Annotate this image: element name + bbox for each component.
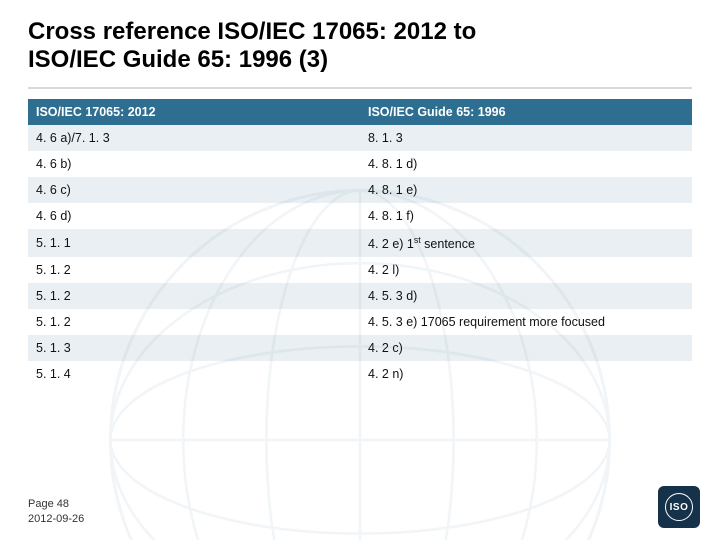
title-line-2: ISO/IEC Guide 65: 1996 (3) — [28, 46, 328, 73]
cell: 8. 1. 3 — [360, 125, 692, 151]
table-row: 4. 6 c)4. 8. 1 e) — [28, 177, 692, 203]
title-line-1: Cross reference ISO/IEC 17065: 2012 to — [28, 18, 476, 45]
col-header-guide65: ISO/IEC Guide 65: 1996 — [360, 99, 692, 125]
cell: 5. 1. 1 — [28, 229, 360, 257]
cell: 4. 8. 1 d) — [360, 151, 692, 177]
cell: 4. 2 c) — [360, 335, 692, 361]
cross-reference-table: ISO/IEC 17065: 2012 ISO/IEC Guide 65: 19… — [28, 99, 692, 387]
cell: 5. 1. 3 — [28, 335, 360, 361]
cell: 5. 1. 2 — [28, 283, 360, 309]
slide-footer: Page 48 2012-09-26 — [28, 497, 84, 526]
cell: 4. 6 b) — [28, 151, 360, 177]
col-header-17065: ISO/IEC 17065: 2012 — [28, 99, 360, 125]
cell: 5. 1. 4 — [28, 361, 360, 387]
cell: 4. 8. 1 f) — [360, 203, 692, 229]
cell: 4. 8. 1 e) — [360, 177, 692, 203]
cell: 4. 6 d) — [28, 203, 360, 229]
slide-title: Cross reference ISO/IEC 17065: 2012 to I… — [28, 18, 692, 73]
table-row: 5. 1. 24. 2 l) — [28, 257, 692, 283]
cell: 4. 6 c) — [28, 177, 360, 203]
cell: 4. 6 a)/7. 1. 3 — [28, 125, 360, 151]
cell: 5. 1. 2 — [28, 309, 360, 335]
cell: 4. 2 e) 1st sentence — [360, 229, 692, 257]
table-row: 4. 6 b)4. 8. 1 d) — [28, 151, 692, 177]
table-row: 5. 1. 24. 5. 3 d) — [28, 283, 692, 309]
title-separator — [28, 87, 692, 89]
cell: 4. 2 n) — [360, 361, 692, 387]
cell: 4. 2 l) — [360, 257, 692, 283]
table-row: 4. 6 a)/7. 1. 38. 1. 3 — [28, 125, 692, 151]
table-row: 5. 1. 24. 5. 3 e) 17065 requirement more… — [28, 309, 692, 335]
iso-logo-text: ISO — [665, 493, 693, 521]
table-row: 5. 1. 44. 2 n) — [28, 361, 692, 387]
table-row: 5. 1. 14. 2 e) 1st sentence — [28, 229, 692, 257]
cell: 4. 5. 3 d) — [360, 283, 692, 309]
footer-date: 2012-09-26 — [28, 512, 84, 526]
cell: 4. 5. 3 e) 17065 requirement more focuse… — [360, 309, 692, 335]
page-number: Page 48 — [28, 497, 84, 511]
cell: 5. 1. 2 — [28, 257, 360, 283]
iso-logo: ISO — [658, 486, 700, 528]
table-header-row: ISO/IEC 17065: 2012 ISO/IEC Guide 65: 19… — [28, 99, 692, 125]
table-row: 4. 6 d)4. 8. 1 f) — [28, 203, 692, 229]
table-row: 5. 1. 34. 2 c) — [28, 335, 692, 361]
